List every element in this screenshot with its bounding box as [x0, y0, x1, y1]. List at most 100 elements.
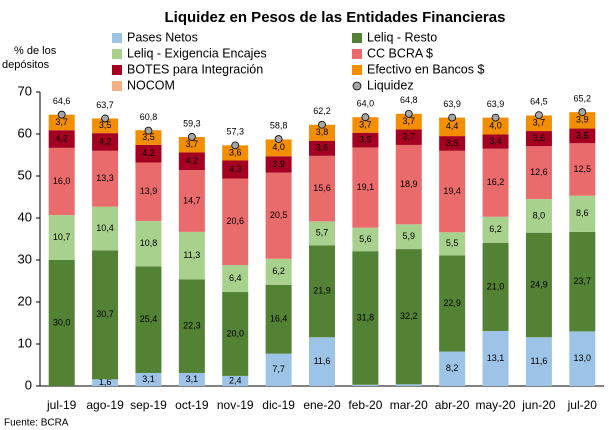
data-label: 3,4 — [489, 136, 502, 146]
bar-segment — [482, 330, 509, 386]
bar-segment — [395, 144, 422, 225]
bar-segment — [135, 266, 162, 373]
liquidez-marker — [578, 108, 587, 117]
bar-segment — [48, 260, 75, 386]
data-label: 11,3 — [183, 250, 200, 260]
bar-segment — [265, 258, 292, 285]
y-tick-label: 40 — [18, 209, 32, 224]
liquidez-marker — [535, 111, 543, 119]
data-label: 4,0 — [489, 120, 502, 130]
bar-segment — [439, 150, 466, 233]
data-label: 3,5 — [142, 132, 155, 142]
bar-segment — [352, 384, 379, 386]
bar-segment — [178, 231, 205, 280]
bar-segment — [92, 379, 119, 386]
liquidez-marker — [101, 114, 109, 123]
data-label: 3,7 — [403, 116, 416, 126]
bar-segment — [48, 130, 75, 148]
data-label: 14,7 — [183, 195, 201, 205]
data-label: 64,8 — [400, 95, 418, 105]
data-label: 2,4 — [229, 375, 242, 385]
data-label: 8,2 — [446, 363, 459, 373]
y-tick-label: 30 — [18, 251, 32, 266]
data-label: 3,9 — [272, 159, 285, 169]
bar-segment — [439, 117, 466, 137]
liquidez-marker — [491, 113, 500, 122]
x-tick-label: sep-19 — [130, 398, 167, 412]
data-label: 3,5 — [99, 120, 112, 130]
bar-segment — [569, 128, 596, 144]
bar-segment — [395, 224, 422, 250]
data-label: 30,7 — [96, 309, 114, 319]
bar-segment — [48, 147, 75, 216]
data-label: 32,2 — [400, 311, 418, 321]
bar-segment — [135, 130, 162, 145]
data-label: 13,3 — [96, 173, 114, 183]
x-tick-label: nov-19 — [217, 398, 254, 412]
bar-segment — [352, 251, 379, 385]
data-label: 4,2 — [99, 136, 112, 146]
data-label: 3,7 — [403, 132, 416, 142]
data-label: 3,5 — [446, 138, 459, 148]
bar-segment — [265, 353, 292, 386]
legend-label: BOTES para Integración — [127, 62, 263, 76]
data-label: 64,5 — [530, 96, 548, 106]
data-label: 3,5 — [359, 134, 372, 144]
bar-segment — [222, 375, 249, 386]
bar-segment — [569, 195, 596, 232]
liquidez-marker — [361, 113, 370, 122]
bar-segment — [482, 117, 509, 135]
legend-swatch — [352, 65, 362, 75]
bar-segment — [352, 132, 379, 148]
data-label: 8,0 — [533, 210, 546, 220]
bar-segment — [352, 147, 379, 228]
x-tick-label: jun-20 — [521, 398, 556, 412]
x-tick-label: oct-19 — [175, 398, 209, 412]
legend-swatch — [112, 81, 122, 91]
data-label: 63,9 — [443, 99, 461, 109]
data-label: 6,4 — [229, 273, 242, 283]
y-tick-label: 50 — [18, 167, 32, 182]
data-label: 4,2 — [55, 133, 68, 143]
data-label: 59,3 — [183, 118, 201, 128]
data-label: 8,6 — [576, 208, 589, 218]
bar-segment — [135, 162, 162, 221]
bar-segment — [395, 113, 422, 130]
data-label: 63,7 — [96, 100, 114, 110]
data-label: 25,4 — [140, 314, 158, 324]
bar-segment — [569, 143, 596, 196]
x-tick-label: dic-19 — [262, 398, 295, 412]
bar-segment — [569, 112, 596, 129]
y-tick-label: 60 — [18, 125, 32, 140]
bar-segment — [309, 155, 335, 222]
data-label: 4,0 — [272, 142, 285, 152]
y-axis-label: % de los depósitos — [2, 45, 57, 71]
data-label: 3,7 — [55, 117, 68, 127]
bar-segment — [569, 231, 596, 332]
liquidez-marker — [448, 113, 457, 122]
legend-label: Efectivo en Bancos $ — [367, 62, 484, 76]
bar-segment — [352, 227, 379, 252]
data-label: 65,2 — [574, 94, 592, 104]
legend-label: Liquidez — [367, 78, 414, 92]
bar-segment — [482, 148, 509, 217]
legend-label: Leliq - Resto — [367, 30, 437, 44]
data-label: 11,6 — [530, 356, 547, 366]
data-label: 10,4 — [96, 223, 114, 233]
x-tick-label: ene-20 — [303, 398, 341, 412]
bar-segment — [265, 284, 292, 354]
bar-segment — [525, 131, 552, 147]
bar-segment — [222, 265, 249, 292]
x-tick-label: jul-20 — [567, 398, 598, 412]
data-label: 3,5 — [576, 130, 589, 140]
y-tick-label: 10 — [18, 335, 32, 350]
liquidez-marker — [57, 110, 66, 119]
bar-segment — [482, 134, 509, 149]
liquidez-marker — [404, 109, 413, 118]
bar-segment — [482, 242, 509, 331]
data-label: 16,2 — [487, 177, 505, 187]
data-label: 22,9 — [443, 298, 461, 308]
x-tick-label: ago-19 — [86, 398, 124, 412]
data-label: 23,7 — [574, 276, 592, 286]
bar-segment — [309, 140, 335, 156]
